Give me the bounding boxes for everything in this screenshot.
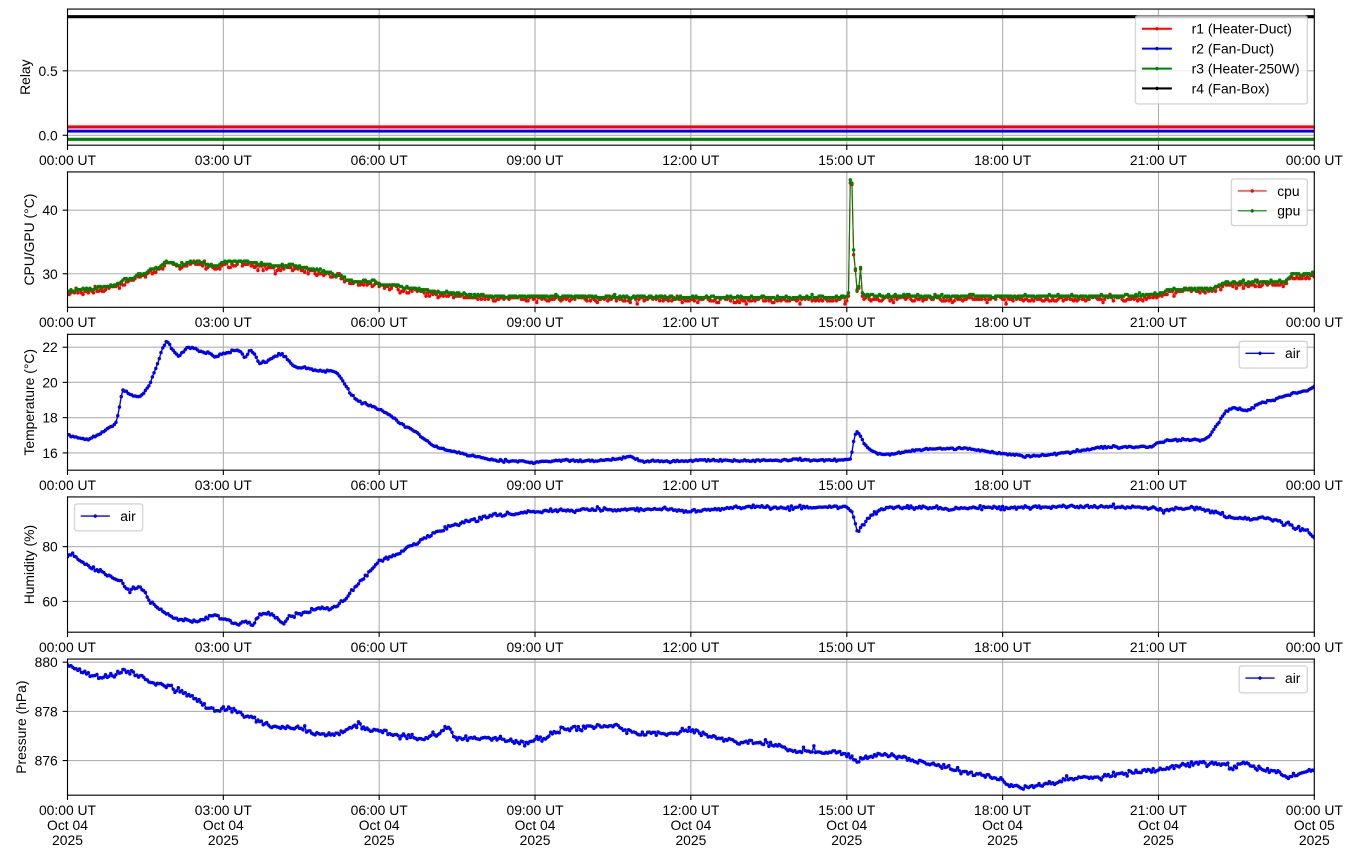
- svg-text:21:00 UT: 21:00 UT: [1130, 802, 1188, 818]
- svg-text:09:00 UT: 09:00 UT: [506, 477, 564, 493]
- svg-text:12:00 UT: 12:00 UT: [662, 639, 720, 655]
- svg-text:12:00 UT: 12:00 UT: [662, 314, 720, 330]
- svg-text:2025: 2025: [987, 832, 1018, 848]
- svg-text:15:00 UT: 15:00 UT: [818, 802, 876, 818]
- svg-text:Relay: Relay: [17, 59, 33, 95]
- svg-text:09:00 UT: 09:00 UT: [506, 802, 564, 818]
- svg-text:12:00 UT: 12:00 UT: [662, 152, 720, 168]
- svg-text:2025: 2025: [520, 832, 551, 848]
- svg-text:22: 22: [42, 339, 58, 355]
- svg-text:18:00 UT: 18:00 UT: [974, 639, 1032, 655]
- svg-text:Temperature (°C): Temperature (°C): [21, 349, 37, 456]
- svg-text:878: 878: [35, 703, 58, 719]
- svg-text:00:00 UT: 00:00 UT: [39, 477, 97, 493]
- svg-text:18:00 UT: 18:00 UT: [974, 802, 1032, 818]
- svg-text:18:00 UT: 18:00 UT: [974, 152, 1032, 168]
- svg-text:03:00 UT: 03:00 UT: [195, 152, 253, 168]
- svg-text:21:00 UT: 21:00 UT: [1130, 152, 1188, 168]
- svg-text:r1 (Heater-Duct): r1 (Heater-Duct): [1192, 21, 1292, 37]
- svg-text:Oct 04: Oct 04: [47, 817, 88, 833]
- svg-text:Oct 04: Oct 04: [670, 817, 711, 833]
- svg-text:2025: 2025: [1143, 832, 1174, 848]
- svg-text:20: 20: [42, 375, 58, 391]
- svg-text:Oct 04: Oct 04: [359, 817, 400, 833]
- svg-text:21:00 UT: 21:00 UT: [1130, 314, 1188, 330]
- svg-text:15:00 UT: 15:00 UT: [818, 314, 876, 330]
- svg-text:2025: 2025: [52, 832, 83, 848]
- svg-text:Oct 04: Oct 04: [826, 817, 867, 833]
- svg-text:09:00 UT: 09:00 UT: [506, 152, 564, 168]
- svg-text:03:00 UT: 03:00 UT: [195, 314, 253, 330]
- svg-text:2025: 2025: [364, 832, 395, 848]
- svg-text:Oct 05: Oct 05: [1294, 817, 1335, 833]
- svg-text:880: 880: [35, 654, 58, 670]
- svg-text:876: 876: [35, 753, 58, 769]
- svg-text:2025: 2025: [831, 832, 862, 848]
- svg-text:2025: 2025: [208, 832, 239, 848]
- svg-text:15:00 UT: 15:00 UT: [818, 477, 876, 493]
- svg-text:00:00 UT: 00:00 UT: [39, 152, 97, 168]
- svg-text:18:00 UT: 18:00 UT: [974, 477, 1032, 493]
- svg-text:Pressure (hPa): Pressure (hPa): [13, 681, 29, 774]
- svg-text:00:00 UT: 00:00 UT: [1286, 639, 1344, 655]
- svg-text:80: 80: [42, 539, 58, 555]
- svg-text:21:00 UT: 21:00 UT: [1130, 477, 1188, 493]
- svg-text:60: 60: [42, 593, 58, 609]
- svg-text:09:00 UT: 09:00 UT: [506, 639, 564, 655]
- svg-text:00:00 UT: 00:00 UT: [1286, 314, 1344, 330]
- svg-text:12:00 UT: 12:00 UT: [662, 802, 720, 818]
- svg-text:air: air: [1285, 345, 1301, 361]
- svg-text:30: 30: [42, 266, 58, 282]
- svg-text:gpu: gpu: [1277, 203, 1300, 219]
- svg-text:0.0: 0.0: [38, 127, 58, 143]
- svg-text:06:00 UT: 06:00 UT: [351, 639, 409, 655]
- svg-text:r3 (Heater-250W): r3 (Heater-250W): [1192, 60, 1300, 76]
- svg-text:06:00 UT: 06:00 UT: [351, 802, 409, 818]
- svg-text:Oct 04: Oct 04: [1138, 817, 1179, 833]
- svg-text:r2 (Fan-Duct): r2 (Fan-Duct): [1192, 40, 1275, 56]
- svg-text:40: 40: [42, 202, 58, 218]
- svg-text:03:00 UT: 03:00 UT: [195, 802, 253, 818]
- svg-text:00:00 UT: 00:00 UT: [39, 314, 97, 330]
- svg-text:00:00 UT: 00:00 UT: [1286, 152, 1344, 168]
- svg-text:12:00 UT: 12:00 UT: [662, 477, 720, 493]
- svg-text:r4 (Fan-Box): r4 (Fan-Box): [1192, 80, 1270, 96]
- svg-text:CPU/GPU (°C): CPU/GPU (°C): [21, 194, 37, 286]
- svg-text:2025: 2025: [675, 832, 706, 848]
- svg-text:03:00 UT: 03:00 UT: [195, 477, 253, 493]
- svg-text:18:00 UT: 18:00 UT: [974, 314, 1032, 330]
- svg-text:09:00 UT: 09:00 UT: [506, 314, 564, 330]
- svg-text:2025: 2025: [1299, 832, 1330, 848]
- svg-text:00:00 UT: 00:00 UT: [39, 802, 97, 818]
- svg-text:Oct 04: Oct 04: [982, 817, 1023, 833]
- svg-text:21:00 UT: 21:00 UT: [1130, 639, 1188, 655]
- svg-text:Humidity (%): Humidity (%): [21, 525, 37, 604]
- svg-text:00:00 UT: 00:00 UT: [1286, 802, 1344, 818]
- svg-text:air: air: [1285, 670, 1301, 686]
- svg-text:air: air: [120, 508, 136, 524]
- svg-text:00:00 UT: 00:00 UT: [39, 639, 97, 655]
- svg-text:06:00 UT: 06:00 UT: [351, 314, 409, 330]
- svg-text:Oct 04: Oct 04: [515, 817, 556, 833]
- svg-text:Oct 04: Oct 04: [203, 817, 244, 833]
- svg-text:06:00 UT: 06:00 UT: [351, 477, 409, 493]
- svg-text:03:00 UT: 03:00 UT: [195, 639, 253, 655]
- svg-text:06:00 UT: 06:00 UT: [351, 152, 409, 168]
- svg-text:15:00 UT: 15:00 UT: [818, 152, 876, 168]
- svg-text:15:00 UT: 15:00 UT: [818, 639, 876, 655]
- svg-text:00:00 UT: 00:00 UT: [1286, 477, 1344, 493]
- svg-text:16: 16: [42, 445, 58, 461]
- svg-text:18: 18: [42, 410, 58, 426]
- svg-text:cpu: cpu: [1277, 183, 1299, 199]
- svg-text:0.5: 0.5: [38, 63, 58, 79]
